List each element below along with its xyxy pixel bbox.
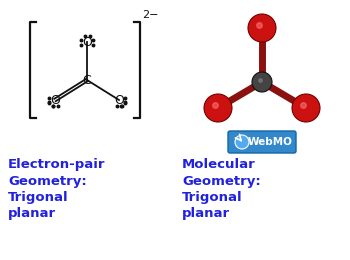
Text: Electron-pair
Geometry:
Trigonal
planar: Electron-pair Geometry: Trigonal planar	[8, 158, 105, 220]
Text: O: O	[82, 36, 92, 49]
Ellipse shape	[204, 94, 232, 122]
FancyBboxPatch shape	[228, 131, 296, 153]
Text: O: O	[114, 94, 124, 107]
Text: O: O	[50, 94, 60, 107]
Ellipse shape	[248, 14, 276, 42]
Text: C: C	[83, 74, 91, 87]
Text: Molecular
Geometry:
Trigonal
planar: Molecular Geometry: Trigonal planar	[182, 158, 261, 220]
Circle shape	[235, 135, 249, 149]
Text: WebMO: WebMO	[247, 137, 293, 147]
Ellipse shape	[252, 72, 272, 92]
Text: 2−: 2−	[142, 10, 159, 20]
Ellipse shape	[292, 94, 320, 122]
